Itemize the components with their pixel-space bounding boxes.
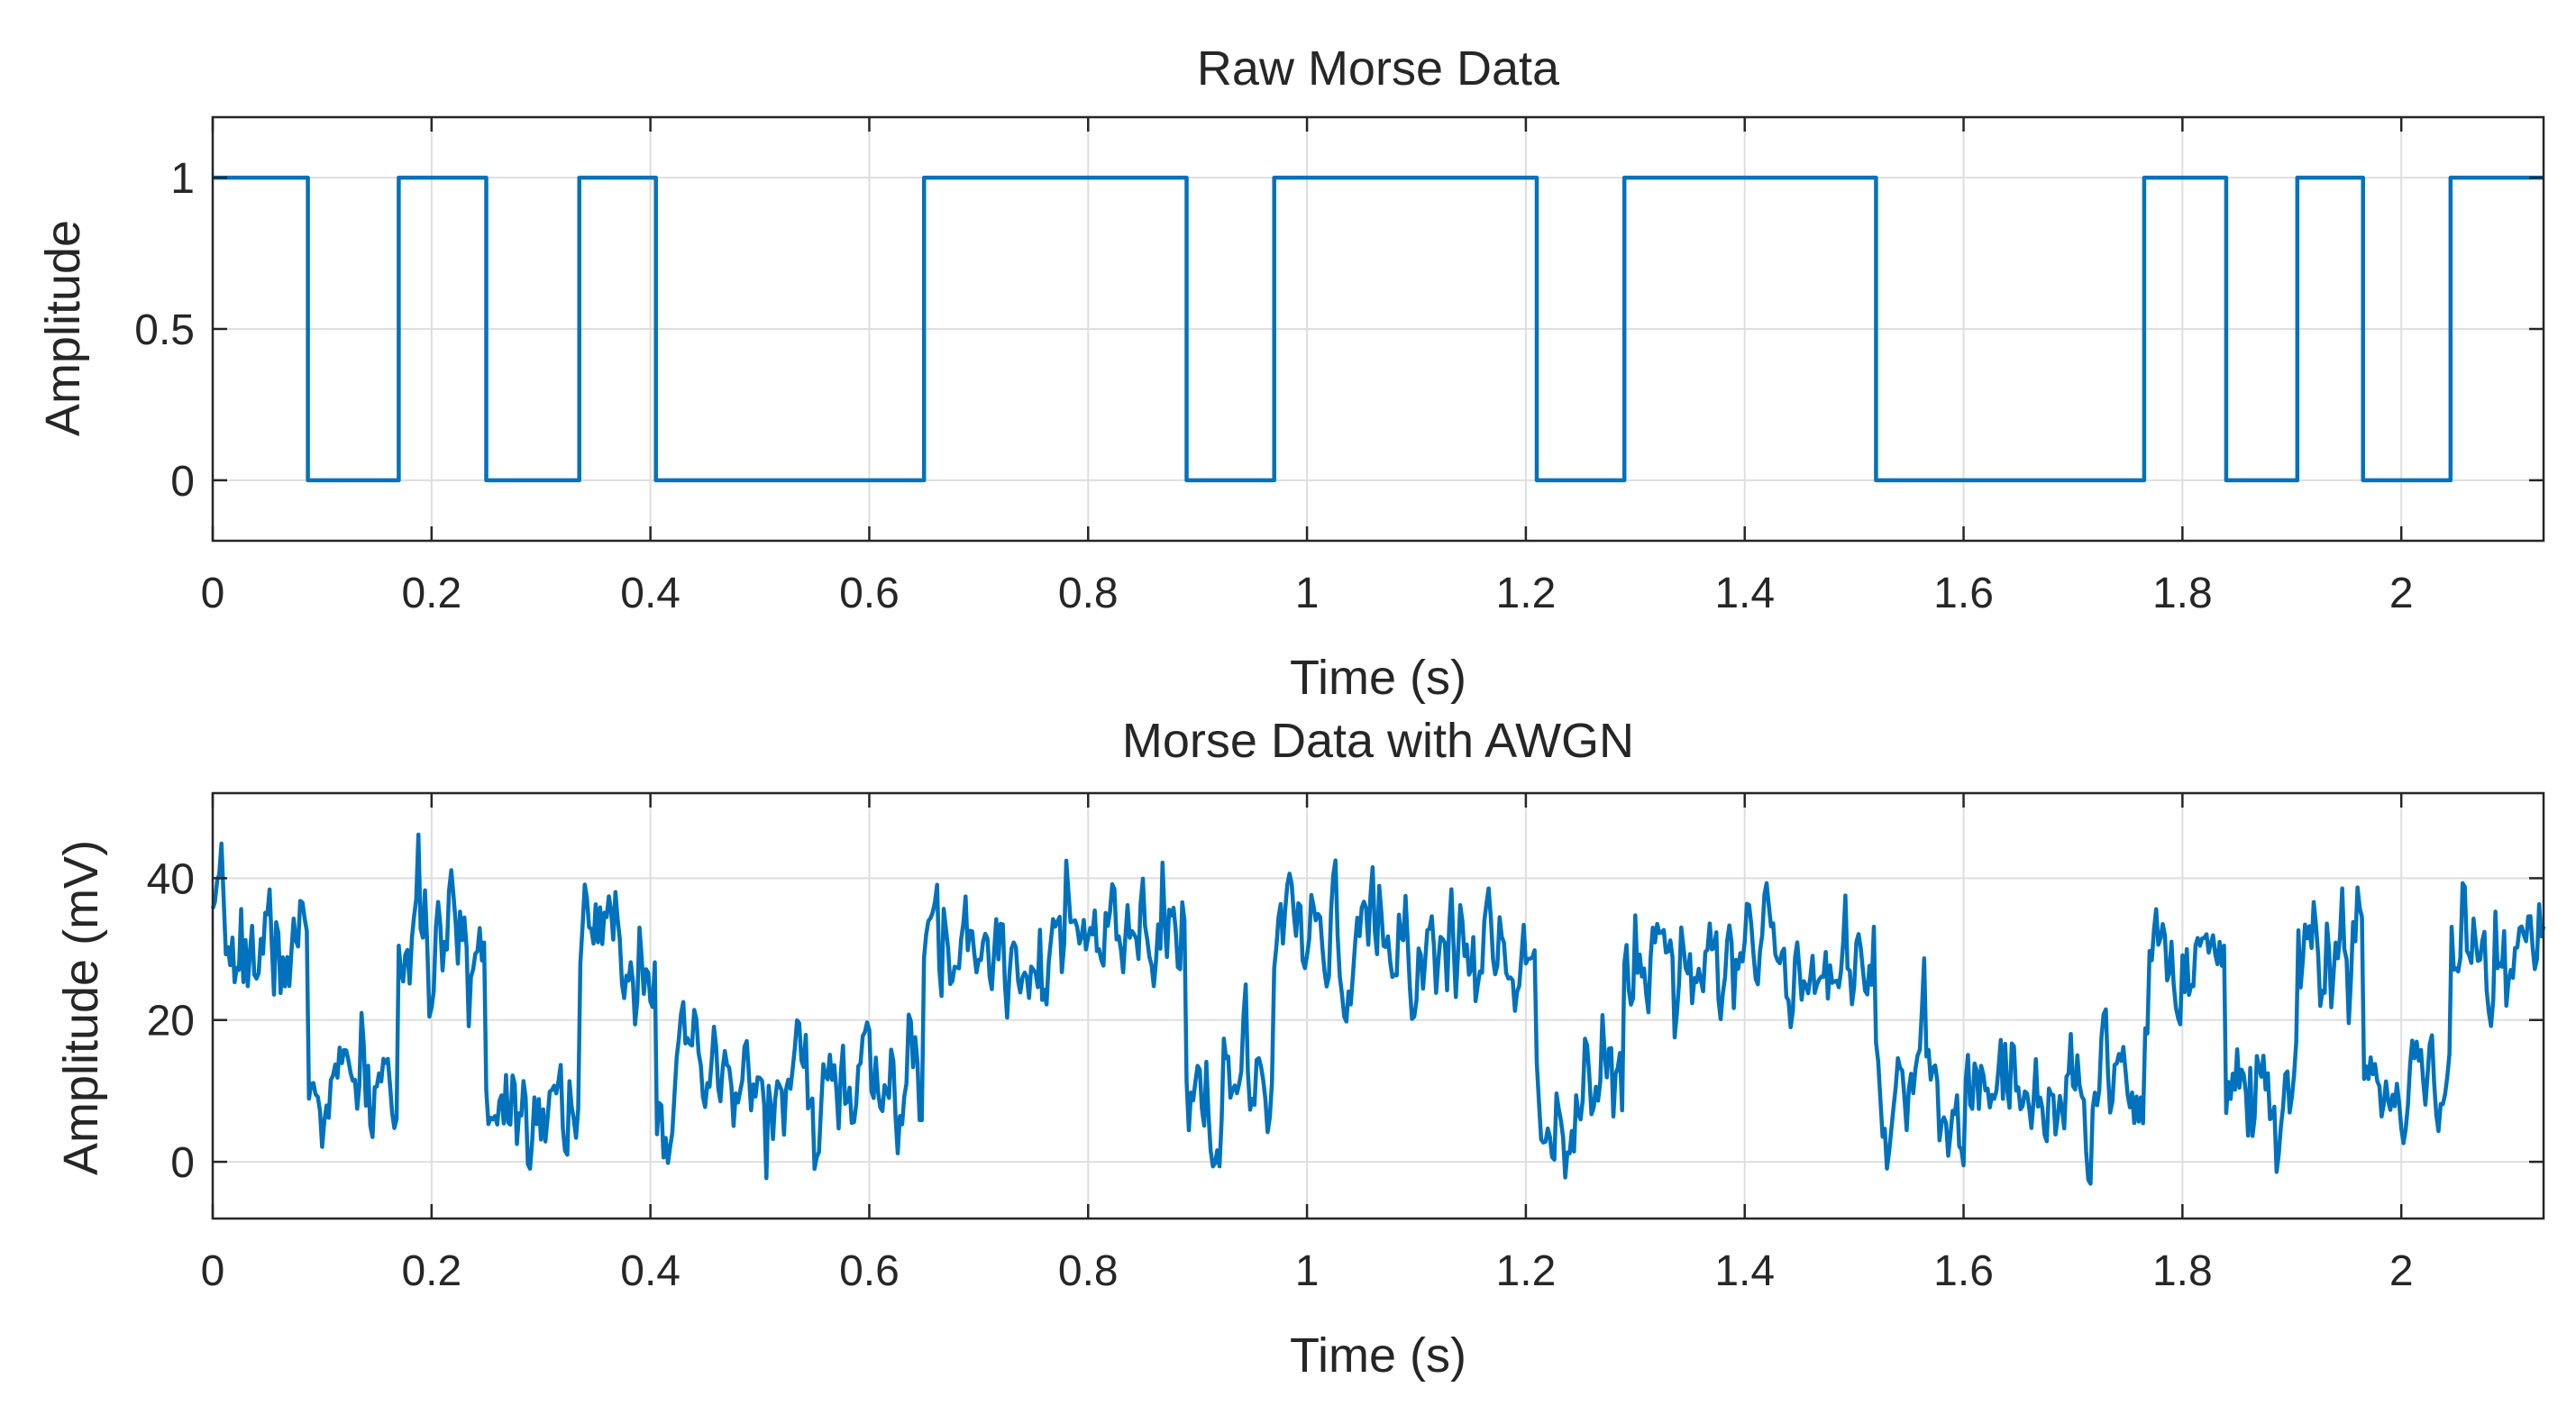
chart-title: Morse Data with AWGN	[1122, 714, 1634, 768]
x-tick-label: 1	[1295, 570, 1320, 617]
y-axis-label: Amplitude	[36, 220, 90, 436]
x-tick-label: 1.8	[2152, 570, 2213, 617]
y-tick-label: 40	[147, 855, 195, 903]
x-axis-label: Time (s)	[1290, 1328, 1466, 1383]
x-tick-label: 1.4	[1714, 1247, 1775, 1295]
axes-box	[211, 791, 2545, 1220]
x-tick-label: 0.8	[1058, 1247, 1119, 1295]
y-tick-label: 1	[170, 155, 195, 203]
y-axis-label: Amplitude (mV)	[54, 840, 108, 1175]
x-tick-label: 1.8	[2152, 1247, 2213, 1295]
awgn-morse-chart: Morse Data with AWGN 0 0.2 0.4 0.6 0.8 1 1.2 1.…	[54, 714, 2546, 1383]
y-tick-label: 0	[170, 1139, 195, 1187]
y-tick-label: 20	[147, 998, 195, 1045]
x-tick-label: 2	[2389, 570, 2414, 617]
grid	[212, 793, 2544, 1219]
x-tick-label: 0.6	[839, 1247, 900, 1295]
x-tick-label: 0.4	[620, 570, 681, 617]
ticks: 0 0.2 0.4 0.6 0.8 1 1.2 1.4 1.6 1.8 2 0 0.5 1	[134, 117, 2544, 617]
x-tick-label: 1	[1295, 1247, 1320, 1295]
x-tick-label: 2	[2389, 1247, 2414, 1295]
y-tick-label: 0	[170, 458, 195, 506]
x-tick-label: 0.4	[620, 1247, 681, 1295]
x-tick-label: 0	[201, 570, 225, 617]
series-line	[210, 832, 2546, 1186]
series-line	[213, 175, 2544, 483]
x-tick-label: 0.8	[1058, 570, 1119, 617]
x-tick-label: 0.2	[401, 570, 461, 617]
x-tick-label: 0.6	[839, 570, 900, 617]
x-tick-label: 0.2	[401, 1247, 461, 1295]
grid	[212, 117, 2544, 541]
chart-title: Raw Morse Data	[1197, 41, 1560, 96]
x-tick-label: 1.2	[1496, 1247, 1557, 1295]
x-tick-label: 1.6	[1933, 1247, 1994, 1295]
x-tick-label: 0	[201, 1247, 225, 1295]
x-tick-label: 1.4	[1714, 570, 1775, 617]
raw-morse-chart: Raw Morse Data 0 0.2 0.4 0.6 0.8 1 1.2 1.4 1.6 1.…	[36, 41, 2545, 705]
x-tick-label: 1.2	[1496, 570, 1557, 617]
x-axis-label: Time (s)	[1290, 651, 1466, 705]
y-tick-label: 0.5	[134, 306, 195, 354]
x-tick-label: 1.6	[1933, 570, 1994, 617]
